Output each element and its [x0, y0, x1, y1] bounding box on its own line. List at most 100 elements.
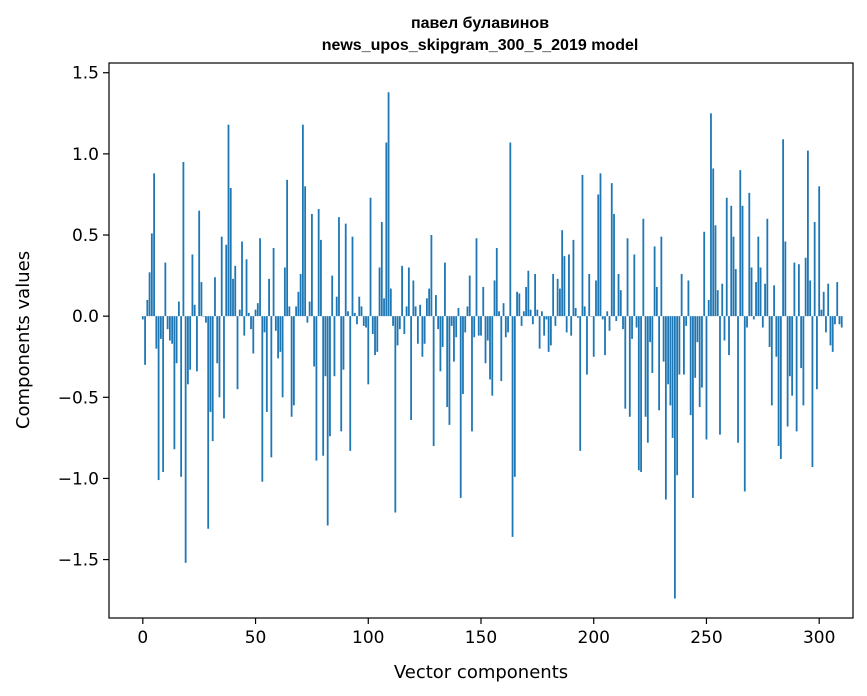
bar — [673, 316, 676, 599]
y-tick-label: 0.0 — [72, 307, 99, 327]
bar — [182, 161, 185, 317]
bar — [274, 316, 277, 331]
bar — [207, 316, 210, 529]
bar — [610, 183, 613, 317]
bar — [728, 316, 730, 356]
bar — [412, 280, 415, 317]
bar — [439, 316, 442, 372]
bar — [484, 316, 487, 364]
bar — [831, 316, 834, 352]
bar — [425, 298, 428, 317]
bar — [507, 316, 509, 333]
bar — [782, 139, 785, 317]
bar — [685, 316, 688, 326]
bar — [290, 316, 293, 417]
bar — [220, 236, 223, 317]
bar — [543, 316, 546, 336]
bar — [696, 316, 699, 343]
bar — [498, 311, 500, 317]
y-tick-label: −1.5 — [58, 551, 99, 571]
bar — [529, 309, 532, 317]
bar — [374, 316, 376, 356]
bar — [428, 288, 431, 317]
bar — [214, 277, 216, 317]
bar — [403, 316, 406, 335]
bar — [466, 306, 469, 317]
bar — [288, 306, 291, 317]
bar — [563, 256, 566, 317]
bar — [768, 316, 771, 347]
bar — [419, 304, 422, 317]
bar — [489, 316, 491, 380]
bar — [486, 316, 489, 341]
bar — [707, 299, 710, 317]
bar — [320, 239, 322, 317]
bar — [694, 316, 697, 378]
x-tick-label: 150 — [465, 628, 497, 648]
bar — [437, 316, 440, 330]
bar — [590, 316, 593, 317]
bar — [162, 316, 165, 472]
bar — [836, 282, 839, 317]
bar — [755, 282, 757, 317]
bar — [655, 286, 658, 317]
bar — [764, 283, 766, 317]
bar — [193, 304, 196, 317]
bar — [689, 316, 692, 416]
bar — [362, 316, 365, 326]
bar — [608, 316, 611, 331]
bar — [311, 213, 313, 317]
bar — [807, 150, 809, 317]
bar — [175, 316, 178, 364]
bar — [295, 306, 298, 317]
bar — [595, 280, 597, 317]
bar — [387, 92, 390, 317]
bar — [241, 241, 243, 317]
bar — [577, 316, 579, 318]
bar — [301, 124, 304, 317]
bar — [380, 222, 383, 317]
bar — [504, 316, 507, 338]
bar — [640, 316, 642, 472]
bar — [491, 316, 494, 396]
bar — [746, 316, 748, 328]
bar — [500, 316, 503, 382]
y-tick-label: 0.5 — [72, 226, 99, 246]
bar — [588, 273, 591, 317]
bar — [236, 316, 239, 390]
bar — [840, 316, 843, 328]
bar — [322, 316, 325, 456]
bar — [286, 179, 289, 317]
bar — [766, 218, 769, 317]
y-tick-label: 1.0 — [72, 145, 99, 165]
bar — [326, 316, 329, 526]
bar — [385, 142, 388, 317]
bar — [335, 296, 338, 317]
bar — [401, 265, 403, 317]
bar — [435, 295, 437, 317]
bar — [721, 283, 724, 317]
bar — [232, 278, 234, 317]
bar — [531, 316, 534, 325]
bar — [376, 316, 379, 352]
bar — [622, 316, 624, 330]
bar — [716, 290, 719, 317]
bar — [732, 236, 735, 317]
bar — [813, 222, 816, 317]
bar — [259, 238, 261, 317]
bar — [802, 316, 805, 406]
bar — [477, 316, 480, 336]
bar — [617, 273, 620, 317]
bar — [441, 316, 444, 347]
bar — [734, 269, 737, 317]
bar — [225, 244, 228, 317]
bar — [389, 288, 392, 317]
bar — [171, 316, 174, 344]
bar — [698, 316, 701, 408]
bar — [358, 296, 361, 317]
x-tick-label: 300 — [803, 628, 835, 648]
bar — [304, 186, 307, 317]
bar — [818, 186, 821, 317]
bar — [205, 316, 207, 323]
bar — [394, 316, 397, 513]
